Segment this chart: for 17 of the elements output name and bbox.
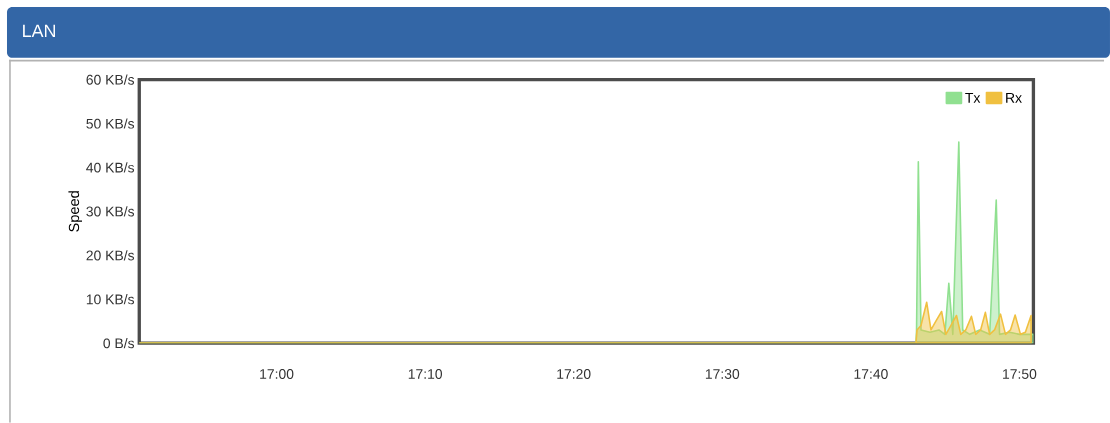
y-tick-label: 0 B/s (103, 338, 135, 349)
x-tick-label: 17:30 (705, 369, 740, 380)
x-tick-label: 17:10 (408, 369, 443, 380)
y-axis-title: Speed (68, 191, 82, 232)
y-tick-label: 10 KB/s (86, 294, 135, 305)
legend-label: Tx (965, 93, 981, 103)
y-tick-label: 50 KB/s (86, 118, 135, 129)
y-tick-label: 60 KB/s (86, 74, 135, 85)
chart-title: LAN (23, 24, 55, 38)
y-tick-label: 30 KB/s (86, 206, 135, 217)
legend-label: Rx (1006, 93, 1022, 103)
x-tick-label: 17:20 (557, 369, 591, 380)
x-tick-label: 17:00 (260, 369, 294, 380)
x-tick-label: 17:50 (1003, 369, 1037, 380)
x-tick-label: 17:40 (854, 369, 888, 380)
y-tick-label: 20 KB/s (86, 250, 135, 261)
y-tick-label: 40 KB/s (86, 162, 135, 173)
